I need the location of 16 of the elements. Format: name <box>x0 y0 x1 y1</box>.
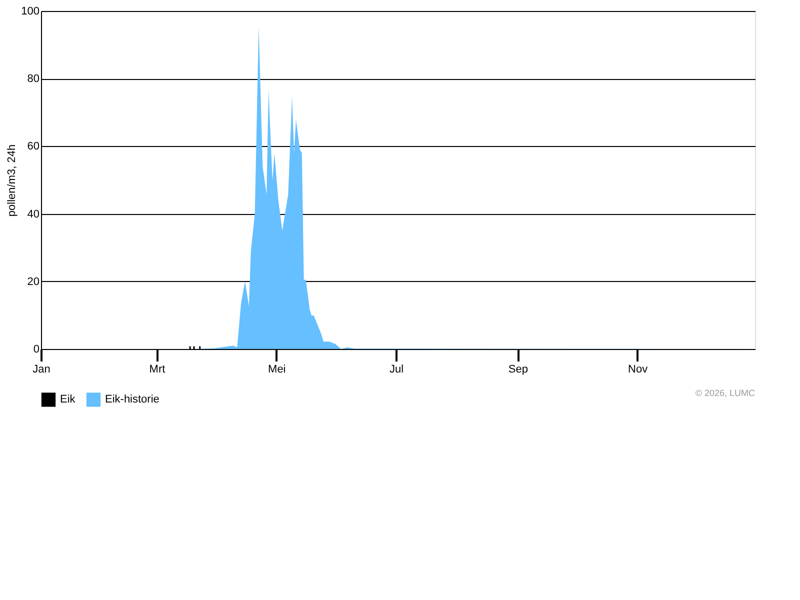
y-axis-title: pollen/m3, 24h <box>6 144 18 217</box>
x-tick-label: Jan <box>32 364 50 376</box>
y-tick-label: 60 <box>27 140 40 153</box>
x-tick-label: Nov <box>628 364 648 376</box>
y-tick-label: 20 <box>27 276 40 288</box>
y-tick-label: 80 <box>27 73 40 86</box>
x-tick-label: Mrt <box>149 364 166 376</box>
x-tick-label: Mei <box>268 364 286 376</box>
x-tick-label: Jul <box>390 364 404 376</box>
legend-label: Eik-historie <box>105 394 160 406</box>
y-tick-label: 100 <box>21 6 40 18</box>
y-tick-label: 0 <box>33 344 40 356</box>
y-tick-label: 40 <box>27 208 40 220</box>
text: © 2026, LUMC <box>695 388 756 398</box>
x-tick-label: Sep <box>508 364 528 376</box>
legend-label: Eik <box>60 394 76 406</box>
